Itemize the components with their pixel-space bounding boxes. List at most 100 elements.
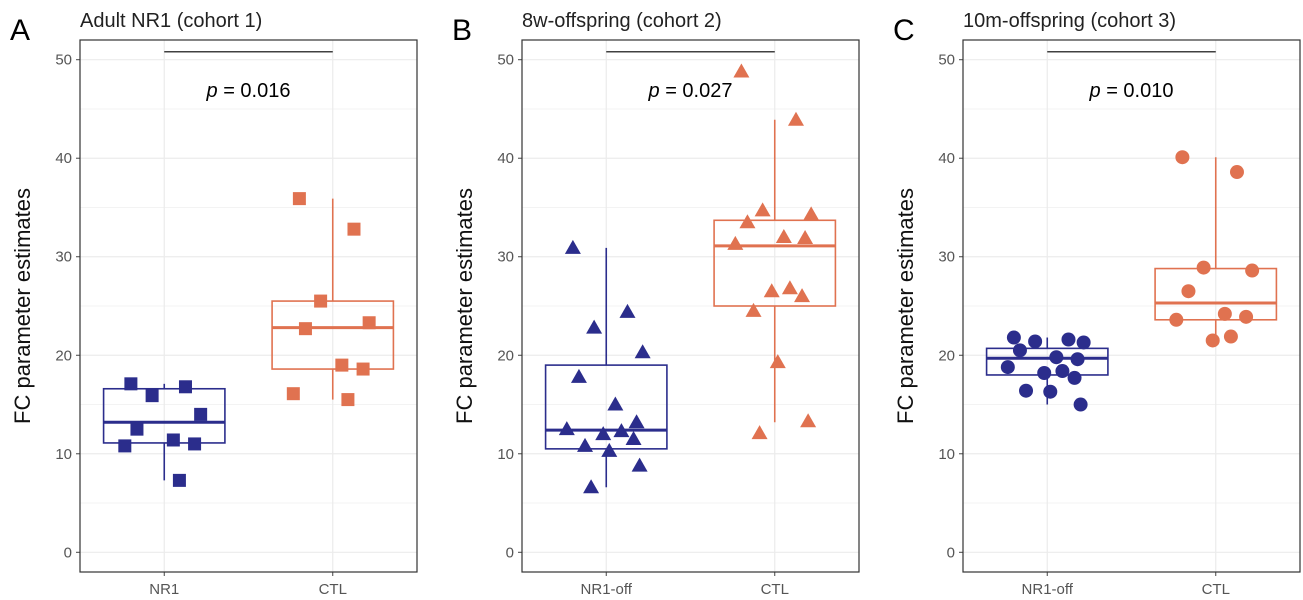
data-point <box>564 239 581 254</box>
panel-b: B 8w-offspring (cohort 2) FC parameter est… <box>452 10 860 598</box>
y-tick-label: 20 <box>497 347 514 364</box>
data-point <box>1196 260 1211 275</box>
y-tick-label: 40 <box>497 150 514 167</box>
y-tick-label: 40 <box>55 150 72 167</box>
data-point <box>800 413 817 428</box>
data-point <box>1019 383 1034 398</box>
y-tick-label: 20 <box>55 347 72 364</box>
data-point <box>769 354 786 369</box>
y-tick-label: 10 <box>497 446 514 463</box>
box <box>271 300 395 370</box>
y-tick-label: 30 <box>497 249 514 266</box>
data-point <box>583 479 600 494</box>
panel-letter: B <box>452 14 472 47</box>
panel-a: A Adult NR1 (cohort 1) FC parameter estima… <box>10 10 418 598</box>
series-nr1 <box>102 377 226 487</box>
data-point <box>145 389 159 403</box>
data-point <box>194 407 208 421</box>
panel-border <box>521 39 860 573</box>
panel-title: Adult NR1 (cohort 1) <box>80 10 262 32</box>
data-point <box>1006 330 1021 345</box>
data-point <box>1245 263 1260 278</box>
box <box>1154 267 1278 321</box>
data-point <box>1205 333 1220 348</box>
panel-border <box>79 39 418 573</box>
data-point <box>558 421 575 436</box>
y-tick-label: 10 <box>55 446 72 463</box>
y-tick-label: 30 <box>55 249 72 266</box>
box <box>102 387 226 444</box>
data-point <box>335 358 349 372</box>
data-point <box>286 387 300 401</box>
data-point <box>298 322 312 336</box>
data-point <box>341 393 355 407</box>
data-point <box>178 380 192 394</box>
data-point <box>775 229 792 244</box>
x-tick-label: NR1 <box>149 581 179 598</box>
data-point <box>1012 343 1027 358</box>
data-point <box>1073 397 1088 412</box>
y-tick-label: 40 <box>938 150 955 167</box>
data-point <box>586 319 603 334</box>
data-point <box>124 377 138 391</box>
data-point <box>628 414 645 429</box>
series-ctl <box>1154 150 1278 348</box>
data-point <box>751 425 768 440</box>
p-value-label: p = 0.016 <box>206 80 291 102</box>
y-tick-label: 0 <box>64 544 72 561</box>
data-point <box>607 396 624 411</box>
data-point <box>634 344 651 359</box>
y-tick-label: 0 <box>506 544 514 561</box>
x-tick-label: CTL <box>761 581 789 598</box>
data-point <box>1000 360 1015 375</box>
series-ctl <box>713 63 837 440</box>
data-point <box>619 303 636 318</box>
data-point <box>166 433 180 447</box>
data-point <box>794 288 811 303</box>
p-value-label: p = 0.010 <box>1089 80 1174 102</box>
y-axis-label: FC parameter estimates <box>10 188 35 424</box>
x-tick-label: NR1-off <box>581 581 633 598</box>
y-tick-label: 30 <box>938 249 955 266</box>
p-value-label: p = 0.027 <box>648 80 733 102</box>
data-point <box>803 206 820 221</box>
data-point <box>1169 312 1184 327</box>
data-point <box>1076 335 1091 350</box>
y-tick-label: 10 <box>938 446 955 463</box>
data-point <box>362 316 376 330</box>
data-point <box>356 362 370 376</box>
data-point <box>1175 150 1190 165</box>
data-point <box>781 280 798 295</box>
data-point <box>577 437 594 452</box>
data-point <box>1061 332 1076 347</box>
data-point <box>625 431 642 445</box>
data-point <box>1028 334 1043 349</box>
data-point <box>797 230 814 245</box>
panel-letter: C <box>893 14 915 47</box>
data-point <box>1223 329 1238 344</box>
y-tick-label: 0 <box>947 544 955 561</box>
data-point <box>292 192 306 206</box>
series-nr1-off <box>544 239 668 494</box>
panel-letter: A <box>10 14 30 47</box>
data-point <box>1055 364 1070 379</box>
series-ctl <box>271 192 395 407</box>
data-point <box>314 294 328 308</box>
y-axis-label: FC parameter estimates <box>893 188 918 424</box>
data-point <box>613 423 630 438</box>
data-point <box>727 235 744 250</box>
data-point <box>1239 309 1254 324</box>
data-point <box>1217 306 1232 321</box>
y-tick-label: 50 <box>938 52 955 69</box>
data-point <box>745 302 762 317</box>
data-point <box>763 283 780 298</box>
data-point <box>1067 370 1082 385</box>
data-point <box>570 368 587 383</box>
panel-c: C 10m-offspring (cohort 3) FC parameter es… <box>893 10 1301 598</box>
data-point <box>118 439 132 453</box>
data-point <box>1037 365 1052 380</box>
panel-title: 8w-offspring (cohort 2) <box>522 10 722 32</box>
data-point <box>787 111 804 126</box>
data-point <box>601 442 618 457</box>
